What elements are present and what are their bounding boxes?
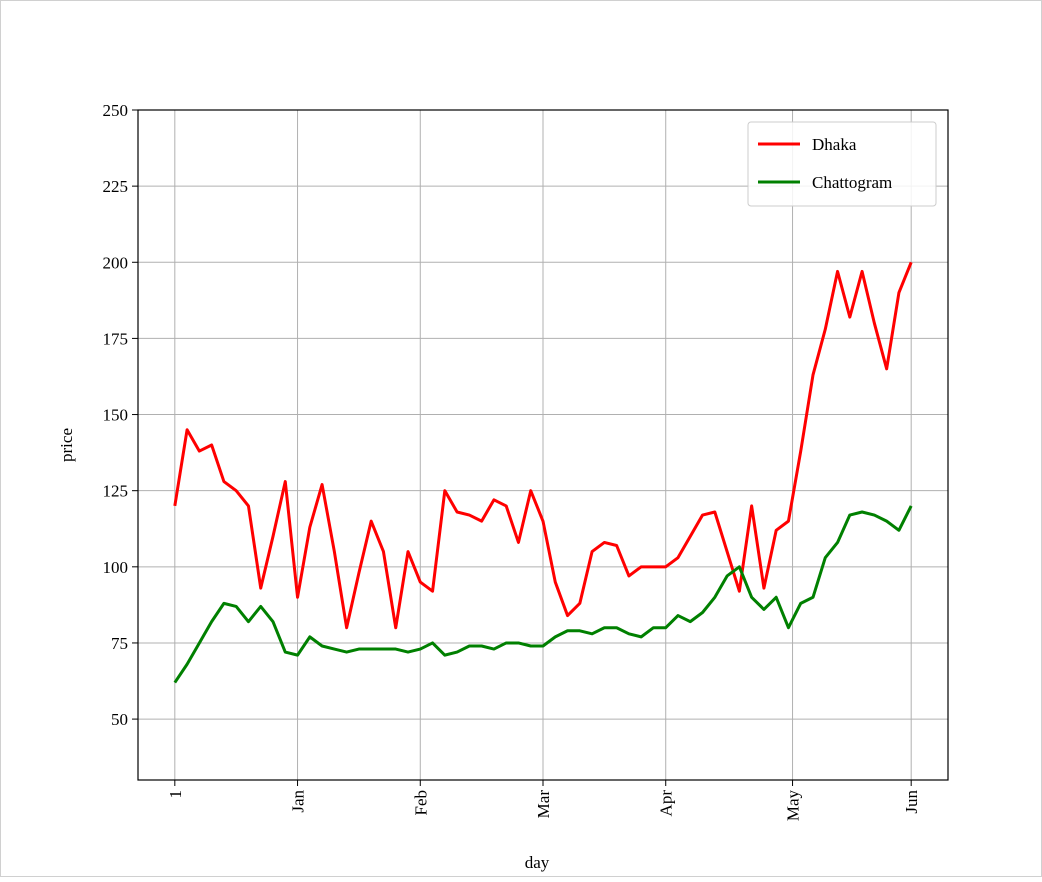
y-tick-label: 175 — [103, 329, 129, 348]
axes-frame — [137, 109, 949, 781]
x-tick-label: Apr — [657, 790, 676, 817]
y-tick-label: 100 — [103, 558, 129, 577]
y-tick-label: 50 — [111, 710, 128, 729]
legend-label: Chattogram — [812, 173, 892, 192]
y-tick-label: 225 — [103, 177, 129, 196]
x-tick-label: Feb — [411, 790, 430, 816]
y-tick-label: 150 — [103, 406, 129, 425]
x-axis-label: day — [525, 853, 550, 872]
data-line — [173, 505, 913, 684]
y-axis-label: price — [57, 428, 76, 462]
data-line — [173, 261, 913, 630]
x-tick-label: Jan — [289, 790, 308, 813]
y-tick-label: 75 — [111, 634, 128, 653]
x-tick-label: Mar — [534, 790, 553, 819]
y-tick-label: 200 — [103, 253, 129, 272]
x-tick-label: Jun — [902, 790, 921, 814]
x-tick-label: May — [784, 790, 803, 822]
y-tick-label: 250 — [103, 101, 129, 120]
y-tick-label: 125 — [103, 482, 129, 501]
x-tick-label: 1 — [166, 790, 185, 799]
legend-label: Dhaka — [812, 135, 857, 154]
